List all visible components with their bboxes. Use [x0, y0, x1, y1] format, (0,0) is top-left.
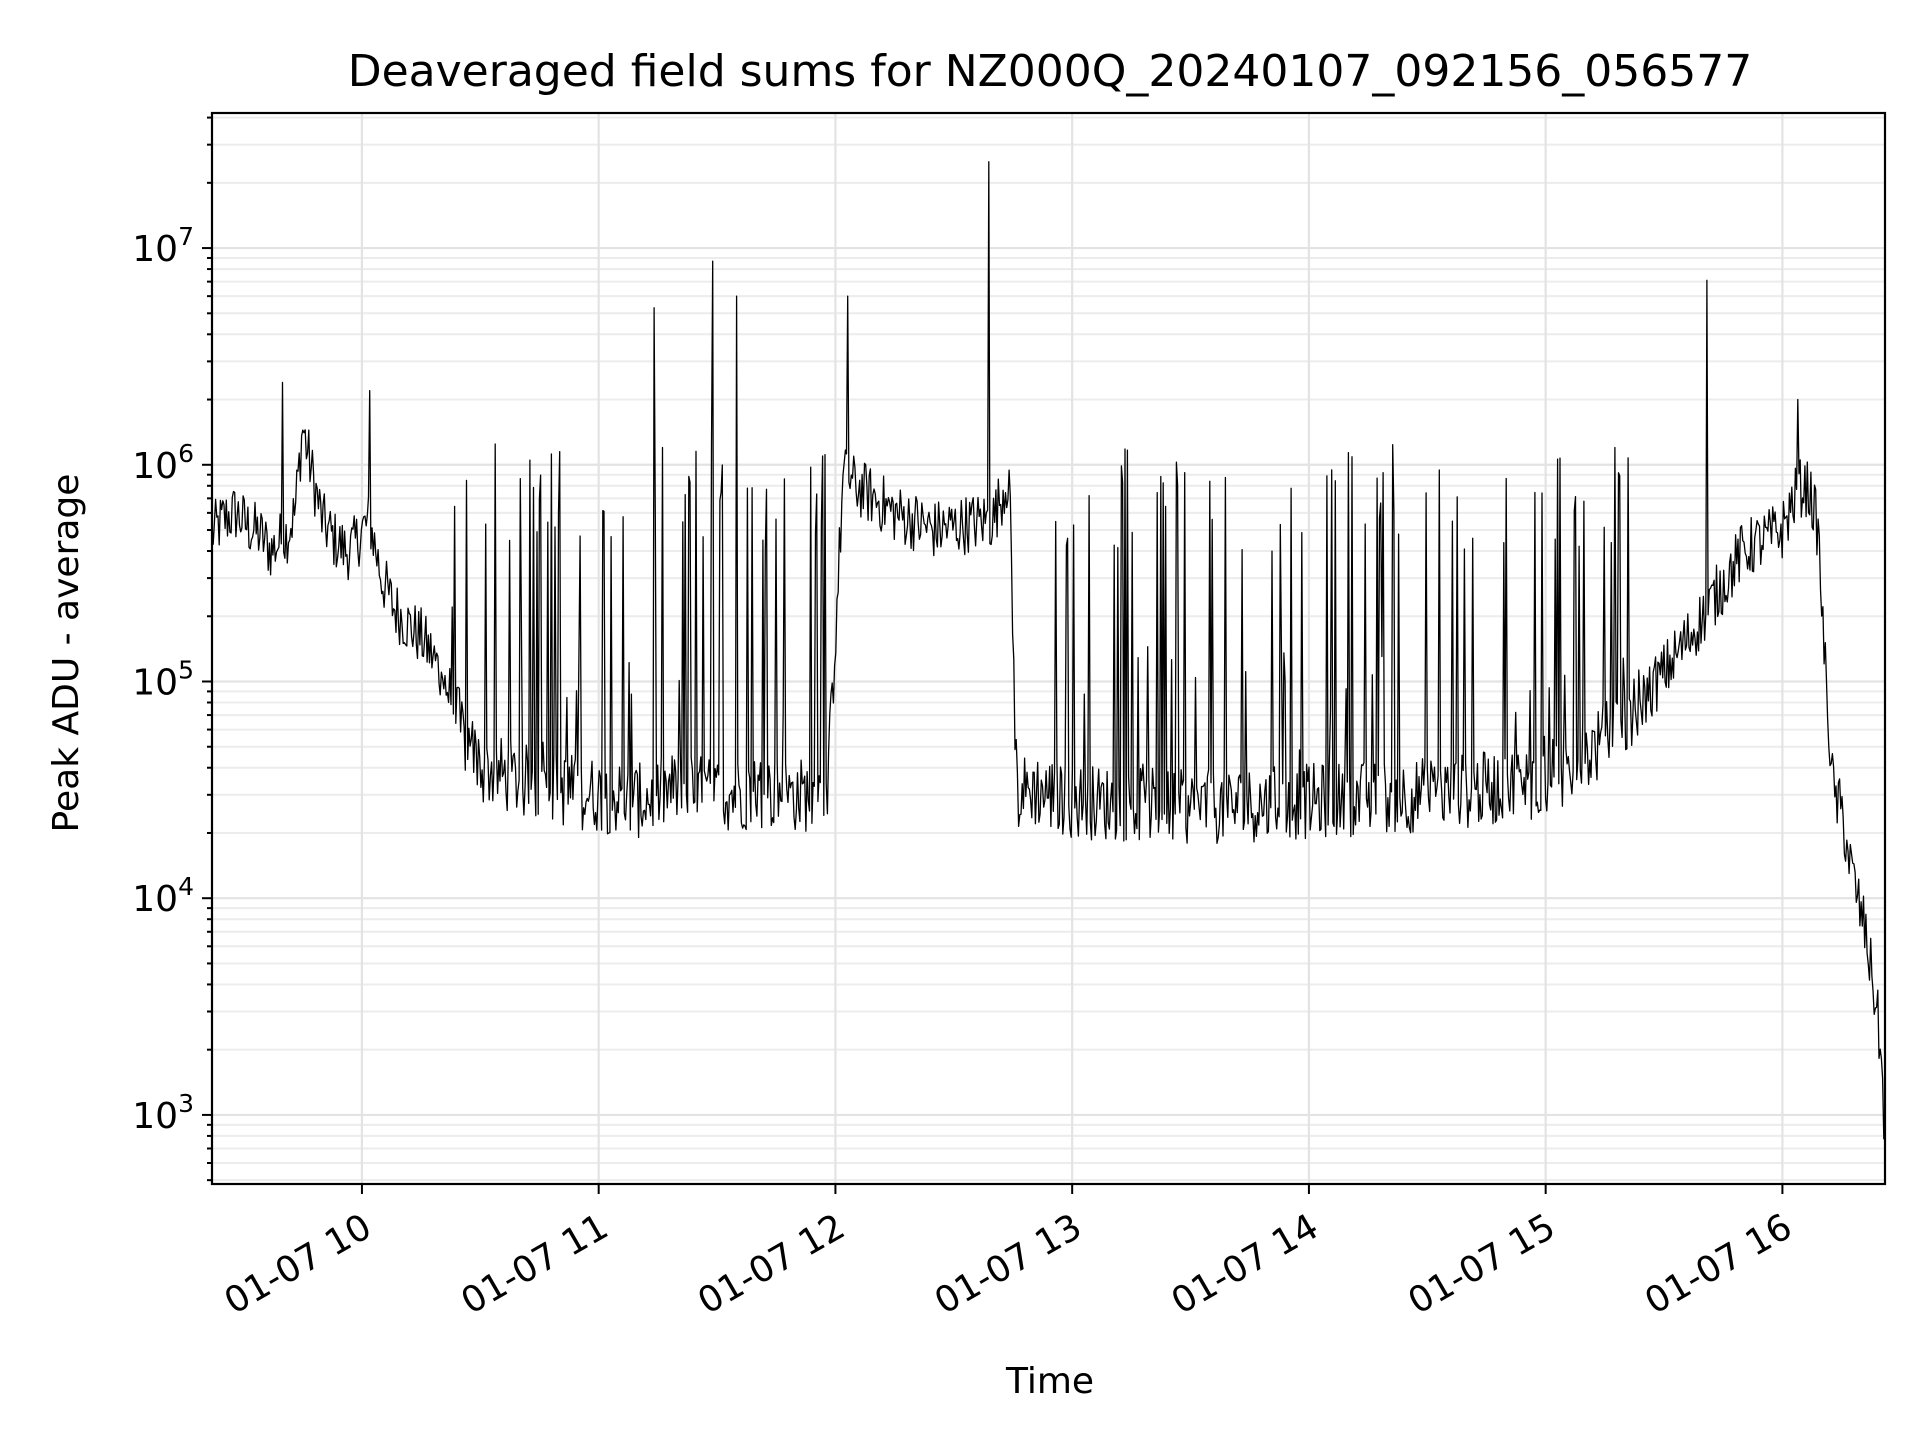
y-tick-base: 10	[132, 879, 178, 920]
y-tick-exponent: 5	[178, 655, 194, 684]
y-tick-base: 10	[132, 1096, 178, 1137]
y-tick-label: 106	[132, 439, 194, 487]
x-axis-label: Time	[1005, 1361, 1094, 1402]
y-tick-exponent: 6	[178, 439, 194, 468]
y-tick-exponent: 4	[178, 872, 194, 901]
y-axis-label: Peak ADU - average	[46, 474, 87, 833]
y-tick-label: 107	[132, 222, 194, 270]
y-tick-base: 10	[132, 229, 178, 270]
y-tick-exponent: 7	[178, 222, 194, 251]
y-tick-base: 10	[132, 446, 178, 487]
y-tick-label: 105	[132, 655, 194, 703]
y-tick-base: 10	[132, 662, 178, 703]
y-tick-exponent: 3	[178, 1089, 194, 1118]
y-tick-label: 103	[132, 1089, 194, 1137]
y-tick-label: 104	[132, 872, 194, 920]
chart-title: Deaveraged field sums for NZ000Q_2024010…	[348, 46, 1753, 97]
plot-frame	[210, 111, 1887, 1186]
grid	[212, 113, 1885, 1184]
series-layer	[211, 161, 1886, 1140]
series-line	[211, 161, 1886, 1140]
axis-ticks	[202, 116, 1784, 1194]
